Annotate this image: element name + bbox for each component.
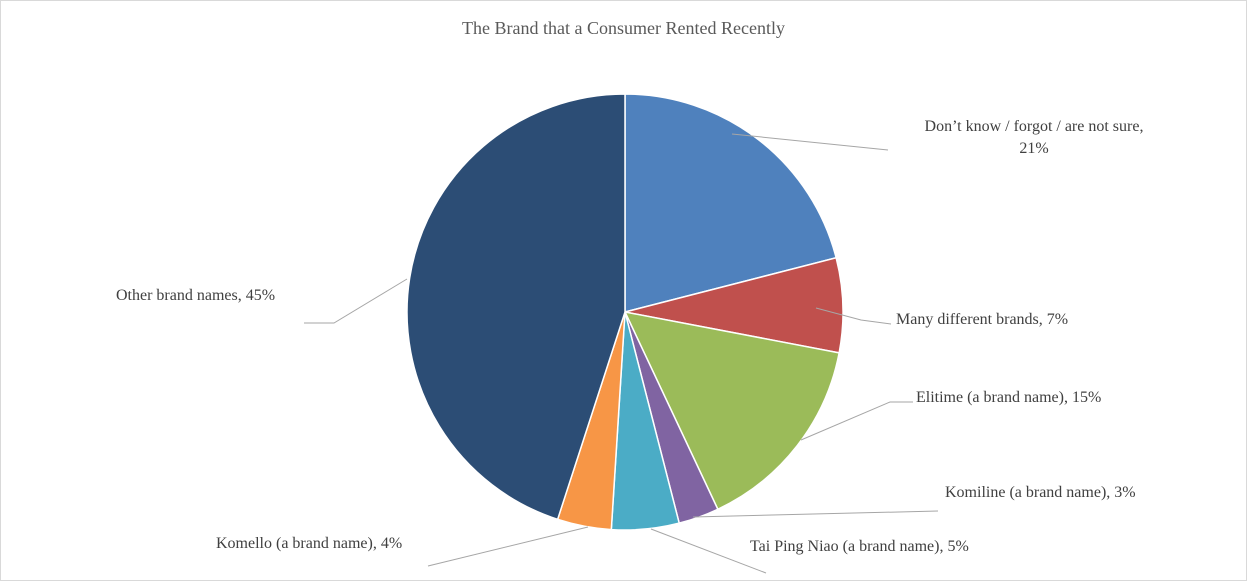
data-label-dont-know: 21%: [1019, 140, 1048, 157]
data-label-other-brand-names: Other brand names, 45%: [116, 287, 275, 304]
data-label-tai-ping-niao: Tai Ping Niao (a brand name), 5%: [750, 538, 969, 555]
chart-title: The Brand that a Consumer Rented Recentl…: [462, 18, 785, 38]
pie-slice-elitime: [623, 310, 841, 511]
data-label-many-different-brands: Many different brands, 7%: [896, 311, 1068, 328]
data-label-komiline: Komiline (a brand name), 3%: [945, 484, 1136, 501]
leader-line-elitime: [800, 401, 913, 441]
leader-line-many-different-brands: [815, 307, 892, 325]
pie-slice-dont-know: [624, 93, 838, 313]
leader-line-komello: [427, 526, 589, 567]
data-label-dont-know: Don’t know / forgot / are not sure,: [925, 118, 1144, 135]
data-label-komello: Komello (a brand name), 4%: [216, 535, 402, 552]
data-label-elitime: Elitime (a brand name), 15%: [916, 389, 1101, 406]
leader-line-dont-know: [731, 133, 889, 151]
leader-line-komiline: [692, 510, 939, 518]
pie-slice-other-brand-names: [406, 93, 626, 521]
leader-line-tai-ping-niao: [650, 528, 767, 574]
leader-line-other-brand-names: [304, 278, 408, 324]
